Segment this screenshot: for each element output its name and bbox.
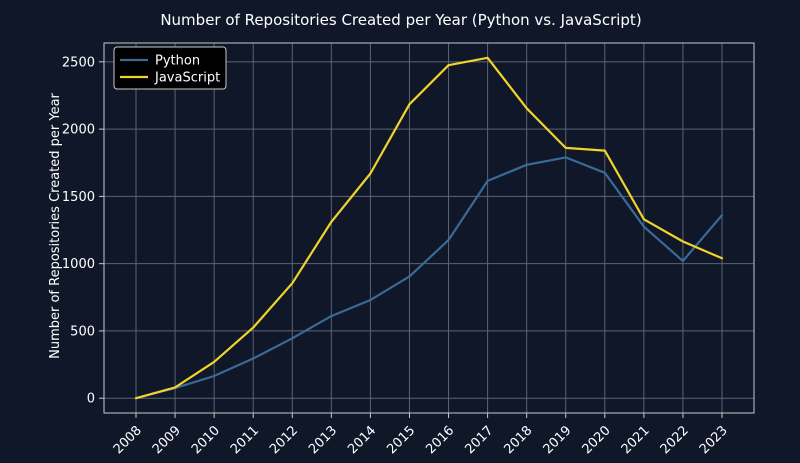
x-tick-label: 2022 xyxy=(658,423,692,457)
x-tick-label: 2015 xyxy=(384,423,418,457)
x-tick-label: 2019 xyxy=(541,423,575,457)
x-tick-label: 2016 xyxy=(423,423,457,457)
legend: Python JavaScript xyxy=(113,46,227,90)
y-tick-label: 1500 xyxy=(62,190,95,205)
y-tick-label: 2000 xyxy=(62,123,95,138)
x-tick-label: 2014 xyxy=(345,423,379,457)
x-tick-label: 2021 xyxy=(619,423,653,457)
y-tick-label: 1000 xyxy=(62,257,95,272)
y-axis-label: Number of Repositories Created per Year xyxy=(48,92,63,358)
axes: 2008 2009 2010 2011 2012 2013 2014 2015 2016 2017… xyxy=(62,55,731,457)
y-tick-label: 500 xyxy=(70,324,95,339)
x-tick-label: 2012 xyxy=(267,423,301,457)
x-tick-label: 2018 xyxy=(501,423,535,457)
legend-label-javascript: JavaScript xyxy=(154,71,220,86)
legend-box xyxy=(113,46,227,90)
x-tick-label: 2017 xyxy=(462,423,496,457)
x-tick-label: 2010 xyxy=(189,423,223,457)
x-tick-label: 2013 xyxy=(306,423,340,457)
x-tick-label: 2009 xyxy=(150,423,184,457)
chart-title: Number of Repositories Created per Year … xyxy=(160,11,641,29)
x-tick-label: 2023 xyxy=(697,423,731,457)
y-tick-label: 0 xyxy=(87,392,95,407)
legend-label-python: Python xyxy=(155,54,200,69)
series-lines xyxy=(134,56,724,400)
series-line-javascript xyxy=(134,56,724,400)
grid xyxy=(104,43,754,413)
series-line-python xyxy=(134,156,724,400)
y-tick-label: 2500 xyxy=(62,55,95,70)
plot-frame xyxy=(103,42,755,414)
x-tick-label: 2020 xyxy=(580,423,614,457)
x-tick-label: 2008 xyxy=(111,423,145,457)
x-tick-label: 2011 xyxy=(228,423,262,457)
